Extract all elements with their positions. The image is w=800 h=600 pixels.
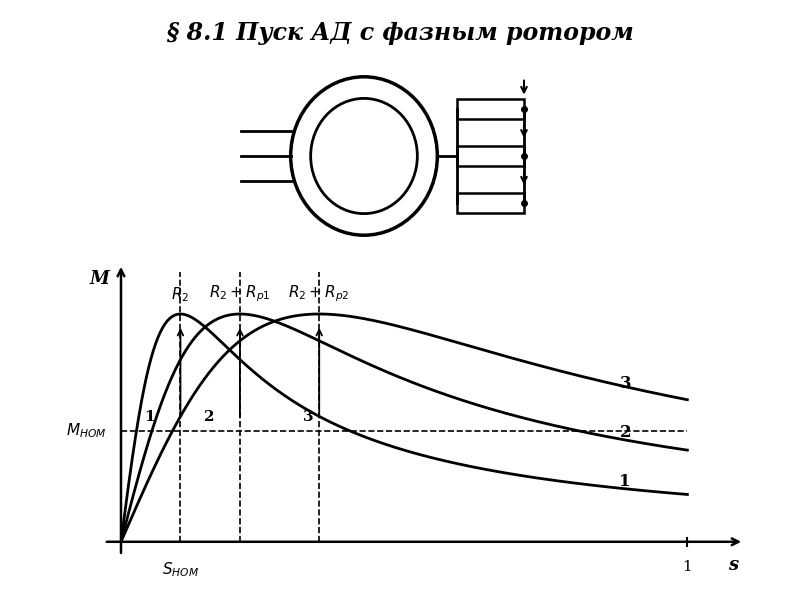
Text: 3: 3 bbox=[302, 410, 314, 424]
Text: 1: 1 bbox=[619, 473, 631, 490]
Text: 1: 1 bbox=[682, 560, 692, 574]
Bar bbox=[458, 146, 524, 166]
Text: s: s bbox=[728, 556, 738, 574]
Bar bbox=[458, 193, 524, 212]
Text: 3: 3 bbox=[619, 375, 631, 392]
Bar bbox=[458, 99, 524, 119]
Text: $M_{НОМ}$: $M_{НОМ}$ bbox=[66, 421, 107, 440]
Text: $S_{НОМ}$: $S_{НОМ}$ bbox=[162, 560, 199, 578]
Text: $R_2+R_{р2}$: $R_2+R_{р2}$ bbox=[289, 284, 350, 304]
Text: 1: 1 bbox=[144, 410, 154, 424]
Text: M: M bbox=[90, 269, 110, 287]
Text: 2: 2 bbox=[619, 424, 631, 441]
Text: 2: 2 bbox=[203, 410, 214, 424]
Text: $R_2$: $R_2$ bbox=[171, 286, 190, 304]
Text: $R_2+R_{р1}$: $R_2+R_{р1}$ bbox=[209, 284, 270, 304]
Text: § 8.1 Пуск АД с фазным ротором: § 8.1 Пуск АД с фазным ротором bbox=[166, 21, 634, 45]
